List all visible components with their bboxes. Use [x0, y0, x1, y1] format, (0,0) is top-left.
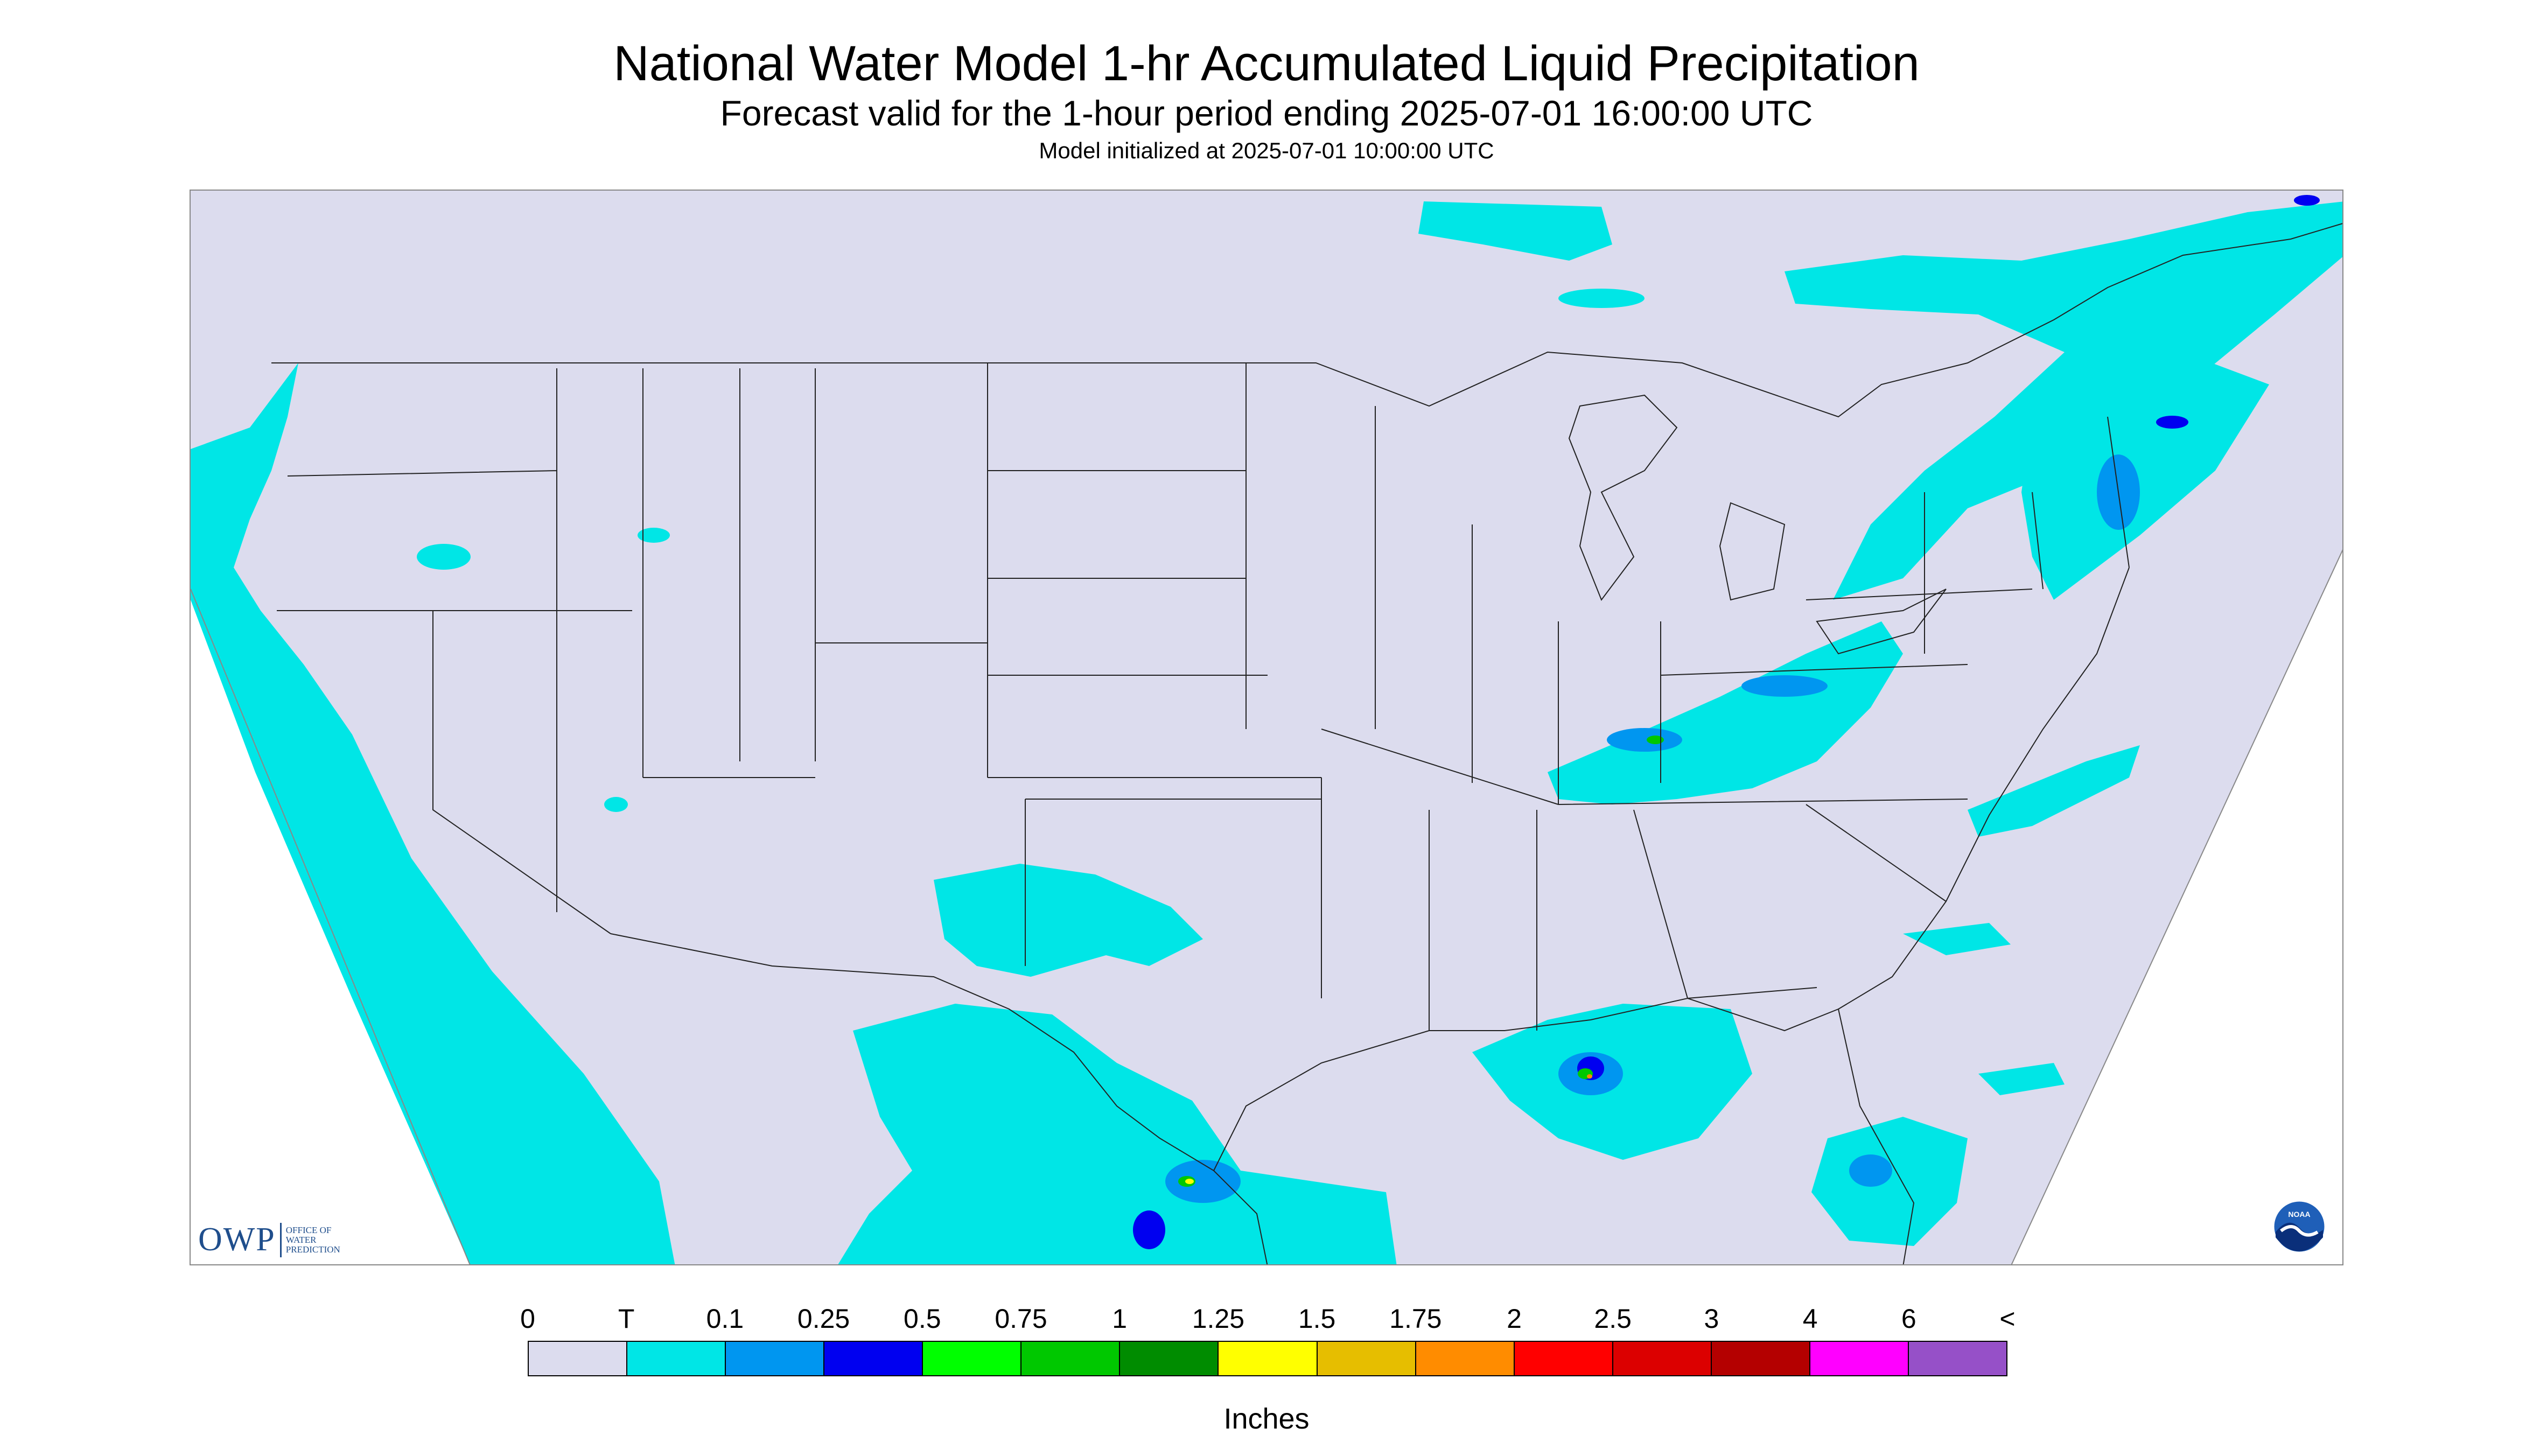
legend-label: 1.5 — [1298, 1304, 1336, 1334]
precip-legend: 0 T 0.1 0.25 0.5 0.75 1 1.25 1.5 1.75 2 2.5 3 4 6 < — [520, 1303, 2016, 1376]
legend-label: 3 — [1704, 1304, 1719, 1334]
legend-swatch — [1514, 1342, 1613, 1375]
legend-label: 1 — [1112, 1304, 1128, 1334]
precip-cell-texas-coast — [1165, 1160, 1241, 1203]
legend-colorbar — [528, 1341, 2007, 1376]
noaa-logo: NOAA — [2272, 1200, 2326, 1254]
precip-core-mexico — [1133, 1210, 1165, 1249]
legend-swatch — [1120, 1342, 1219, 1375]
precip-area-ohio-valley — [1548, 621, 1903, 804]
legend-swatch — [1613, 1342, 1712, 1375]
precipitation-map: OWP OFFICE OF WATER PREDICTION NOAA — [190, 190, 2343, 1265]
precip-cell-nevada — [604, 797, 628, 812]
precip-core-green-2 — [1647, 736, 1664, 744]
owp-logo-subtext: OFFICE OF WATER PREDICTION — [285, 1224, 340, 1255]
state-lines-south — [1429, 804, 1947, 1031]
legend-swatch — [529, 1342, 628, 1375]
legend-label: < — [1999, 1304, 2016, 1334]
map-title: National Water Model 1-hr Accumulated Li… — [613, 36, 1920, 91]
precip-area-atlantic-2 — [1903, 923, 2011, 955]
noaa-logo-text: NOAA — [2288, 1210, 2310, 1219]
map-canvas — [191, 191, 2342, 1264]
precip-area-pacific — [191, 363, 675, 1264]
precip-core-quebec — [2294, 195, 2320, 206]
legend-swatch — [726, 1342, 825, 1375]
precip-light-areas — [1165, 454, 2140, 1203]
forecast-valid-subtitle: Forecast valid for the 1-hour period end… — [720, 93, 1813, 133]
legend-swatch — [1810, 1342, 1909, 1375]
us-canada-border — [271, 223, 2342, 418]
precip-area-south-plains — [934, 864, 1203, 977]
precip-area-florida — [1811, 1117, 1968, 1246]
legend-label: 2.5 — [1594, 1304, 1632, 1334]
legend-label: 0.5 — [904, 1304, 941, 1334]
state-lines-midwest — [1245, 363, 1968, 805]
state-lines-northeast — [1660, 416, 2130, 676]
legend-swatch — [627, 1342, 726, 1375]
precip-cell-ohio-1 — [1607, 728, 1682, 752]
owp-logo-line-3: PREDICTION — [285, 1244, 340, 1255]
legend-swatch — [1908, 1342, 2006, 1375]
precip-area-atlantic-3 — [1978, 1063, 2065, 1095]
precip-area-atlantic-1 — [1968, 745, 2140, 837]
state-boundaries — [271, 223, 2342, 1264]
domain-edge — [191, 549, 2342, 1264]
precip-moderate-areas — [1133, 195, 2320, 1249]
legend-label: 0.1 — [706, 1304, 744, 1334]
model-domain — [191, 191, 2342, 1264]
precip-cell-ohio-2 — [1741, 675, 1828, 697]
coastline-atlantic — [1837, 567, 2130, 1264]
great-lakes — [1568, 394, 1947, 655]
precip-area-northeast — [2021, 352, 2269, 600]
legend-label: 0.25 — [797, 1304, 850, 1334]
legend-swatch — [824, 1342, 923, 1375]
legend-label: 1.25 — [1192, 1304, 1245, 1334]
legend-swatch — [1416, 1342, 1515, 1375]
legend-label: T — [618, 1304, 635, 1334]
legend-label: 0 — [520, 1304, 535, 1334]
legend-label: 0.75 — [995, 1304, 1047, 1334]
owp-logo-text: OWP — [198, 1221, 276, 1258]
precip-cell-montana — [638, 528, 670, 543]
coastline-gulf — [1213, 997, 1839, 1171]
legend-label: 1.75 — [1389, 1304, 1442, 1334]
precip-core-maine — [2156, 416, 2188, 429]
precip-heavy-cores — [1178, 736, 1664, 1187]
precip-area-canada-north — [1418, 201, 1612, 261]
legend-label: 2 — [1507, 1304, 1522, 1334]
owp-logo-line-1: OFFICE OF — [285, 1224, 332, 1235]
precip-cell-florida — [1849, 1154, 1892, 1187]
legend-swatch — [1219, 1342, 1318, 1375]
precip-cell-michigan — [1558, 289, 1645, 308]
precip-core-orange — [1587, 1074, 1592, 1079]
state-lines-plains — [987, 363, 1322, 998]
precip-area-texas-mexico — [838, 1004, 1397, 1264]
legend-labels: 0 T 0.1 0.25 0.5 0.75 1 1.25 1.5 1.75 2 2.5 3 4 6 < — [520, 1303, 2016, 1341]
owp-logo-line-2: WATER — [285, 1234, 317, 1245]
us-mexico-border — [610, 933, 1268, 1264]
model-init-caption: Model initialized at 2025-07-01 10:00:00… — [1039, 138, 1494, 163]
legend-swatch — [1711, 1342, 1810, 1375]
precip-cell-idaho — [417, 544, 471, 570]
legend-label: 4 — [1802, 1304, 1818, 1334]
legend-label: 6 — [1901, 1304, 1916, 1334]
legend-swatch — [1317, 1342, 1416, 1375]
legend-units: Inches — [1223, 1403, 1310, 1435]
legend-swatch — [1021, 1342, 1121, 1375]
precip-core-yellow — [1185, 1179, 1194, 1184]
legend-swatch — [923, 1342, 1022, 1375]
owp-logo-divider — [279, 1222, 282, 1257]
owp-logo: OWP OFFICE OF WATER PREDICTION — [198, 1221, 340, 1259]
